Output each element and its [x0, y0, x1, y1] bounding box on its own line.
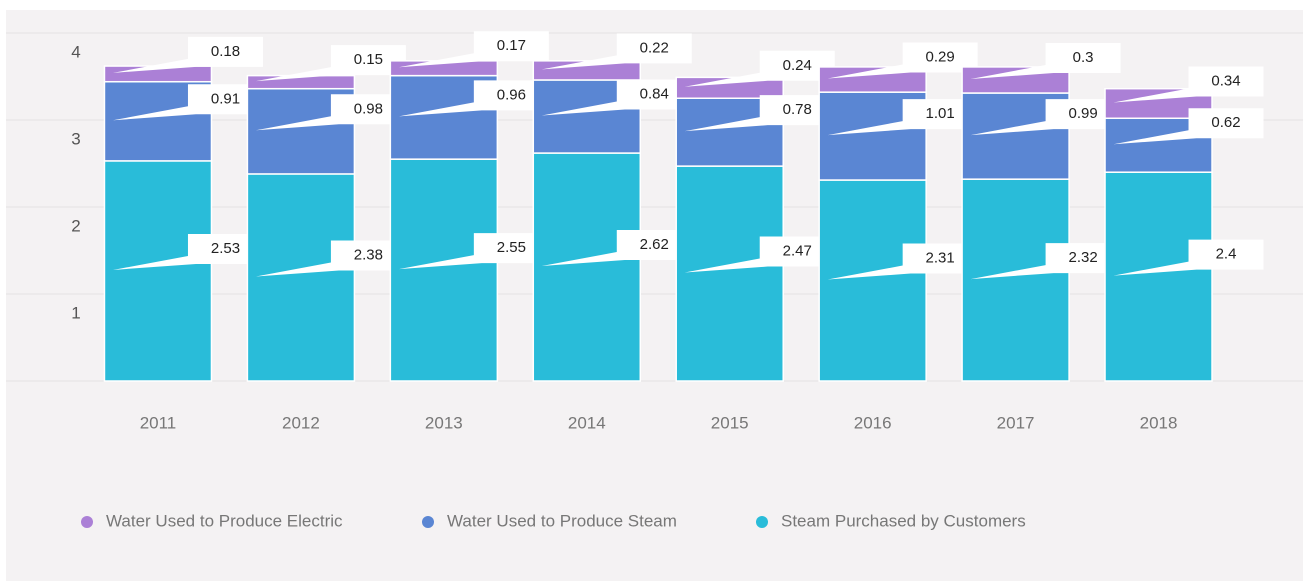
bar-segment [675, 76, 784, 100]
data-label: 2.32 [1068, 249, 1097, 266]
data-label: 0.3 [1073, 49, 1094, 66]
label-callout [112, 84, 263, 121]
label-callout [970, 243, 1121, 280]
x-tick-label: 2013 [425, 413, 463, 432]
bar-segment [1104, 171, 1213, 382]
data-label: 0.34 [1211, 72, 1240, 89]
legend-label: Water Used to Produce Steam [447, 511, 677, 530]
data-label: 0.91 [211, 90, 240, 107]
data-label: 0.15 [354, 51, 383, 68]
legend-marker [81, 516, 93, 528]
data-label: 0.17 [497, 37, 526, 54]
label-callout [970, 42, 1121, 79]
x-tick-label: 2018 [1140, 413, 1178, 432]
data-label: 0.24 [783, 57, 812, 74]
label-callout [112, 36, 263, 73]
x-tick-label: 2014 [568, 413, 606, 432]
label-callout [1113, 108, 1264, 145]
data-label: 0.98 [354, 100, 383, 117]
data-label: 2.55 [497, 239, 526, 256]
x-tick-label: 2011 [140, 413, 177, 432]
x-tick-label: 2015 [711, 413, 749, 432]
data-label: 0.96 [497, 86, 526, 103]
legend-marker [422, 516, 434, 528]
bar-segment [103, 160, 213, 382]
label-callout [684, 236, 835, 273]
legend-marker [756, 516, 768, 528]
bar-segment [532, 152, 642, 382]
label-callout [541, 33, 692, 70]
label-callout [255, 45, 406, 82]
data-label: 2.47 [783, 243, 812, 260]
label-callout [827, 99, 978, 136]
y-tick-label: 1 [71, 303, 80, 322]
bar-segment [961, 178, 1070, 382]
y-tick-label: 3 [71, 129, 80, 148]
label-callout [684, 95, 835, 132]
label-callout [1113, 66, 1264, 103]
data-label: 2.53 [211, 240, 240, 257]
label-callout [827, 243, 978, 280]
data-label: 0.29 [926, 49, 955, 66]
label-callout [684, 50, 835, 87]
label-callout [398, 80, 549, 117]
y-tick-label: 2 [71, 216, 80, 235]
label-callout [970, 99, 1121, 136]
data-label: 0.62 [1211, 114, 1240, 131]
legend-label: Water Used to Produce Electric [106, 511, 343, 530]
label-callout [255, 94, 406, 131]
data-label: 2.38 [354, 246, 383, 263]
data-label: 2.62 [640, 236, 669, 253]
data-label: 0.18 [211, 43, 240, 60]
bar-segment [818, 179, 927, 382]
y-tick-label: 4 [71, 42, 80, 61]
bar-segment [246, 173, 356, 382]
label-callout [112, 233, 263, 270]
x-tick-label: 2017 [997, 413, 1035, 432]
label-callout [398, 31, 549, 68]
x-tick-label: 2012 [282, 413, 320, 432]
label-callout [398, 233, 549, 270]
data-label: 1.01 [926, 105, 955, 122]
data-label: 0.22 [640, 39, 669, 56]
bar-segment [675, 165, 784, 382]
label-callout [255, 240, 406, 277]
label-callout [827, 42, 978, 79]
data-label: 0.78 [783, 101, 812, 118]
label-callout [1113, 239, 1264, 276]
data-label: 0.84 [640, 85, 669, 102]
data-label: 0.99 [1068, 105, 1097, 122]
x-tick-label: 2016 [854, 413, 892, 432]
label-callout [541, 79, 692, 116]
data-label: 2.4 [1216, 246, 1237, 263]
data-label: 2.31 [926, 249, 955, 266]
bar-segment [389, 158, 499, 382]
legend-label: Steam Purchased by Customers [781, 511, 1026, 530]
bar-segment [532, 60, 642, 81]
label-callout [541, 230, 692, 267]
